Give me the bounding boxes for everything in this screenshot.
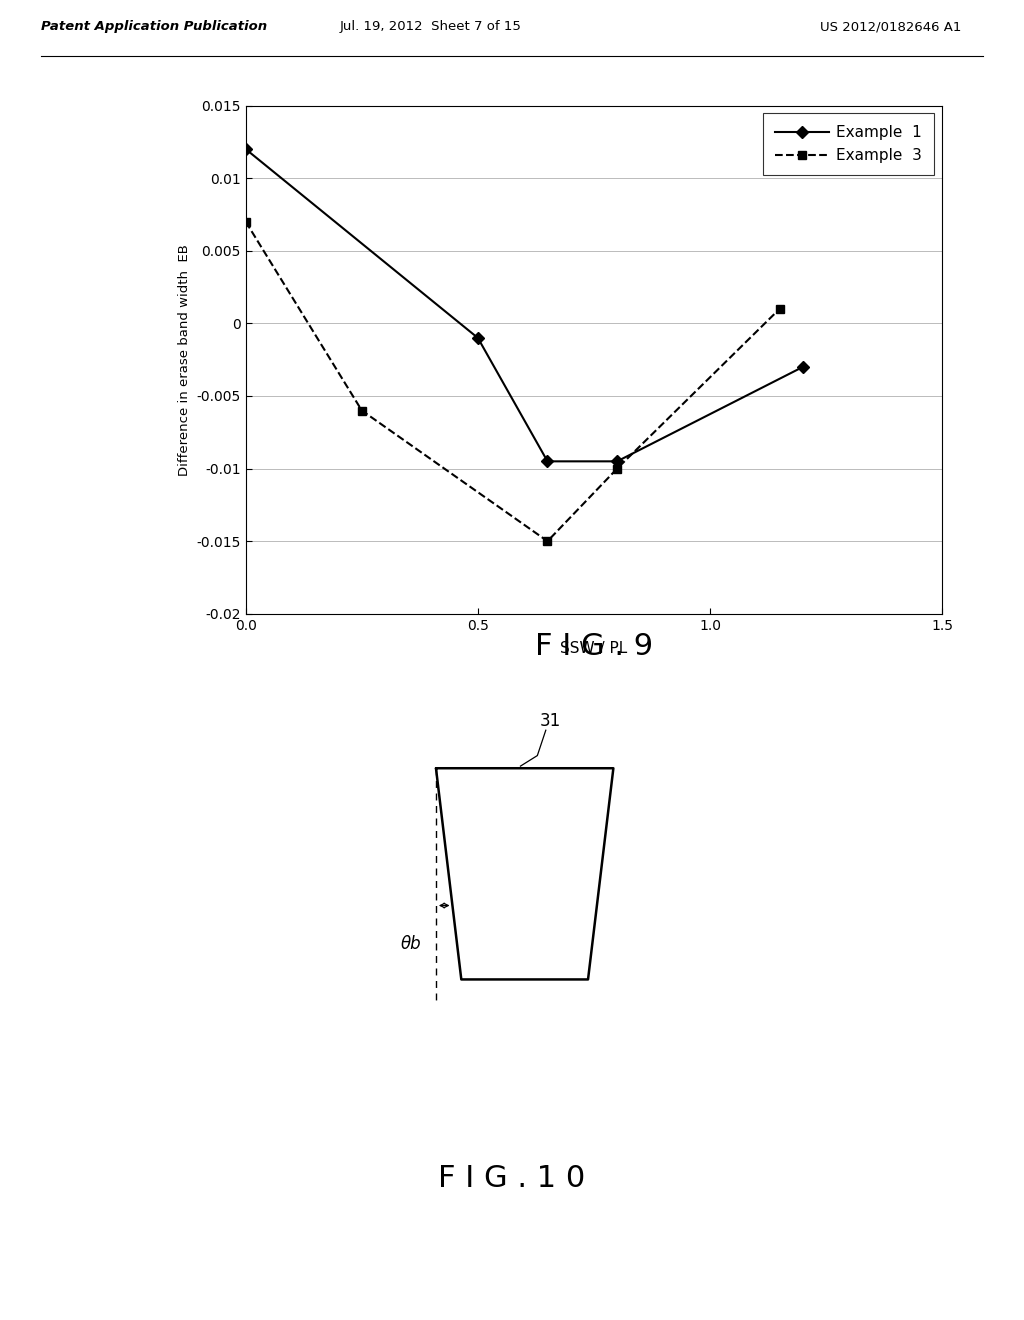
Example  3 (542, 533, 554, 549)
Example  3 (355, 403, 368, 418)
Example  1 (611, 453, 624, 469)
Text: 31: 31 (540, 713, 561, 730)
Text: Patent Application Publication: Patent Application Publication (41, 20, 267, 33)
Example  3 (611, 461, 624, 477)
Example  1 (472, 330, 484, 346)
Example  1 (797, 359, 809, 375)
Text: θb: θb (400, 935, 421, 953)
Text: Jul. 19, 2012  Sheet 7 of 15: Jul. 19, 2012 Sheet 7 of 15 (339, 20, 521, 33)
Example  3 (773, 301, 785, 317)
Text: F I G . 1 0: F I G . 1 0 (438, 1164, 586, 1192)
Example  3 (240, 214, 252, 230)
Y-axis label: Difference in erase band width  EB: Difference in erase band width EB (178, 244, 190, 475)
Example  1 (542, 453, 554, 469)
Line: Example  3: Example 3 (242, 218, 783, 545)
X-axis label: SSW / PL: SSW / PL (560, 642, 628, 656)
Line: Example  1: Example 1 (242, 145, 807, 466)
Text: US 2012/0182646 A1: US 2012/0182646 A1 (820, 20, 962, 33)
Legend: Example  1, Example  3: Example 1, Example 3 (763, 114, 935, 176)
Text: F I G . 9: F I G . 9 (535, 632, 653, 661)
Example  1 (240, 141, 252, 157)
